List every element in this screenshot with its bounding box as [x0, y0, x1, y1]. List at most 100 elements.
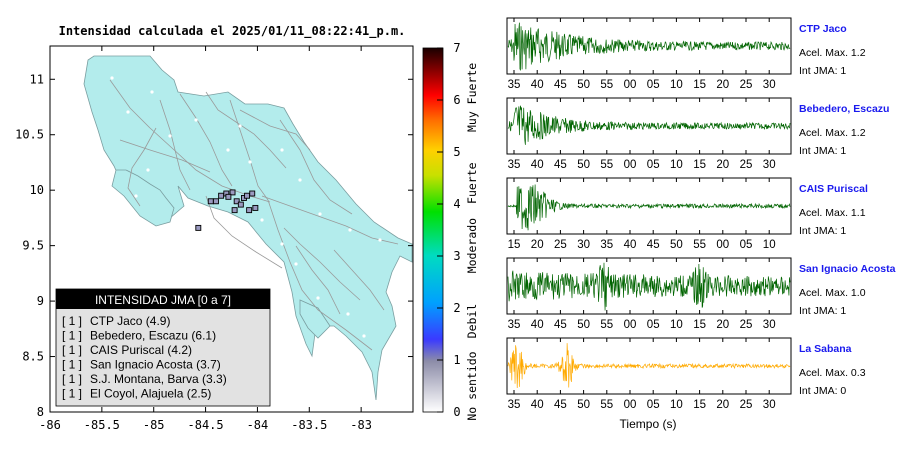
station-marker: [207, 198, 214, 205]
waveform-tick-label: 20: [716, 79, 729, 91]
waveform-tick-label: 05: [647, 79, 660, 91]
legend-item-label: Bebedero, Escazu (6.1): [90, 329, 216, 343]
legend-item-label: S.J. Montana, Barva (3.3): [90, 372, 227, 386]
station-marker: [252, 204, 259, 211]
waveform-trace: [507, 343, 791, 388]
waveform-trace: [507, 22, 791, 71]
jma-intensity: Int JMA: 1: [799, 65, 846, 77]
legend-item-label: El Coyol, Alajuela (2.5): [90, 387, 211, 401]
legend-item-tag: [ 1 ]: [62, 372, 82, 386]
waveform-tick-label: 30: [763, 319, 776, 331]
legend-item-label: San Ignacio Acosta (3.7): [90, 358, 221, 372]
colorbar-tick-label: 7: [453, 41, 460, 55]
waveform-tick-label: 30: [763, 399, 776, 411]
waveform-tick-label: 10: [670, 319, 683, 331]
waveform-tick-label: 00: [624, 79, 637, 91]
station-marker: [249, 190, 256, 197]
waveform-tick-label: 10: [670, 79, 683, 91]
waveform-tick-label: 55: [600, 319, 613, 331]
waveform-tick-label: 50: [577, 319, 590, 331]
colorbar-tick-label: 4: [453, 197, 460, 211]
map-ytick-label: 10.5: [15, 128, 44, 142]
waveform-tick-label: 25: [740, 399, 753, 411]
waveform-tick-label: 15: [508, 239, 521, 251]
waveform-tick-label: 25: [740, 319, 753, 331]
map-axes: -86 -85.5 -85 -84.5 -84 -83.5 -83 11 10.5 10 9.5 9 8…: [15, 46, 413, 432]
colorbar-tick-label: 5: [453, 145, 460, 159]
waveform-tick-label: 20: [716, 399, 729, 411]
peak-acceleration: Acel. Max. 1.1: [799, 207, 866, 219]
station-name: San Ignacio Acosta: [799, 263, 896, 275]
waveform-trace: [507, 184, 791, 231]
station-marker: [233, 198, 240, 205]
waveform-tick-label: 10: [670, 399, 683, 411]
waveform-tick-label: 40: [531, 399, 544, 411]
colorbar-category-label: Debil: [465, 304, 479, 339]
map-ytick-label: 10: [30, 183, 44, 197]
peak-acceleration: Acel. Max. 1.2: [799, 47, 866, 59]
station-name: La Sabana: [799, 343, 852, 355]
waveform-tick-label: 45: [647, 239, 660, 251]
waveform-tick-label: 05: [647, 159, 660, 171]
map-xtick-label: -85.5: [84, 418, 120, 432]
colorbar-tick-label: 6: [453, 93, 460, 107]
waveform-tick-label: 30: [763, 159, 776, 171]
waveform-tick-label: 20: [716, 319, 729, 331]
jma-intensity: Int JMA: 1: [799, 225, 846, 237]
legend-item-label: CTP Jaco (4.9): [90, 314, 170, 328]
peak-acceleration: Acel. Max. 1.2: [799, 127, 866, 139]
waveform-tick-label: 00: [624, 159, 637, 171]
legend-item-tag: [ 1 ]: [62, 314, 82, 328]
colorbar-category-label: No sentido: [465, 351, 479, 420]
station-marker: [195, 224, 202, 231]
waveform-tick-label: 40: [531, 319, 544, 331]
jma-intensity: Int JMA: 0: [799, 385, 846, 397]
waveform-tick-label: 05: [740, 239, 753, 251]
station-name: CAIS Puriscal: [799, 183, 868, 195]
waveform-tick-label: 15: [693, 79, 706, 91]
waveform-tick-label: 30: [763, 79, 776, 91]
legend-item-tag: [ 1 ]: [62, 358, 82, 372]
map-xtick-label: -86: [39, 418, 61, 432]
waveform-tick-label: 20: [531, 239, 544, 251]
station-marker: [218, 192, 225, 199]
waveform-panel: 35 40 45 50 55 00 05 10 15 20 25 30 Bebedero, Escazu…: [506, 97, 889, 171]
waveform-tick-label: 05: [647, 319, 660, 331]
map-title: Intensidad calculada el 2025/01/11_08:22…: [59, 24, 406, 39]
waveform-tick-label: 35: [508, 159, 521, 171]
waveform-tick-label: 50: [577, 399, 590, 411]
waveform-tick-label: 10: [670, 159, 683, 171]
colorbar-category-label: Fuerte: [465, 162, 479, 204]
waveform-tick-label: 45: [554, 399, 567, 411]
waveform-trace: [507, 262, 791, 311]
waveform-frame: [506, 337, 792, 395]
legend-item-label: CAIS Puriscal (4.2): [90, 343, 192, 357]
colorbar-tick-label: 2: [453, 301, 460, 315]
waveform-tick-label: 50: [577, 79, 590, 91]
peak-acceleration: Acel. Max. 0.3: [799, 367, 866, 379]
colorbar-tick-label: 1: [453, 353, 460, 367]
waveform-tick-label: 40: [531, 159, 544, 171]
intensity-legend: INTENSIDAD JMA [0 a 7] [ 1 ] CTP Jaco (4.…: [55, 288, 271, 407]
map-ytick-label: 8.5: [22, 350, 44, 364]
map-xtick-label: -84.5: [188, 418, 224, 432]
waveform-tick-label: 40: [624, 239, 637, 251]
waveform-tick-label: 35: [508, 399, 521, 411]
waveform-tick-label: 55: [600, 79, 613, 91]
waveform-panel: 15 20 25 30 35 40 45 50 55 00 05 10 CAIS Puriscal Ace…: [506, 177, 868, 251]
peak-acceleration: Acel. Max. 1.0: [799, 287, 866, 299]
map-ytick-label: 9.5: [22, 239, 44, 253]
waveform-tick-label: 25: [554, 239, 567, 251]
jma-intensity: Int JMA: 1: [799, 145, 846, 157]
station-name: CTP Jaco: [799, 23, 847, 35]
waveform-tick-label: 45: [554, 79, 567, 91]
waveform-tick-label: 15: [693, 159, 706, 171]
waveform-panel: 35 40 45 50 55 00 05 10 15 20 25 30 La Sabana Acel. M…: [506, 337, 866, 411]
waveform-panel: 35 40 45 50 55 00 05 10 15 20 25 30 San Ignacio Acos…: [506, 257, 896, 331]
map-xtick-label: -83.5: [291, 418, 327, 432]
station-marker: [244, 192, 251, 199]
jma-intensity: Int JMA: 1: [799, 305, 846, 317]
waveform-tick-label: 45: [554, 159, 567, 171]
road-network: [109, 79, 399, 351]
map-ytick-label: 9: [37, 294, 44, 308]
